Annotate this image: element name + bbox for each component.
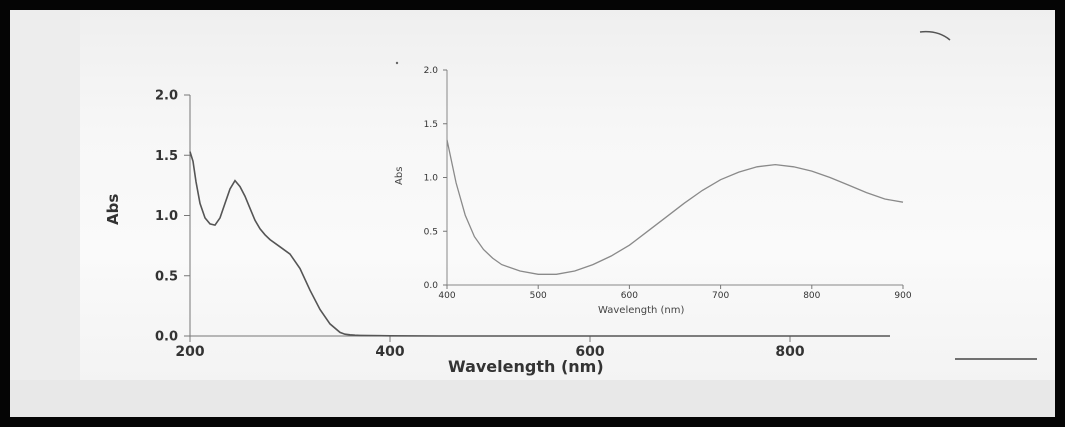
inset-y-tick-label: 2.0 — [424, 66, 439, 76]
main-x-tick-label: 400 — [375, 344, 404, 360]
main-y-tick-label: 1.0 — [155, 209, 178, 224]
inset-y-tick-label: 0.5 — [424, 227, 438, 237]
inset-y-tick-label: 1.0 — [424, 174, 439, 184]
main-y-axis-label: Abs — [104, 194, 122, 225]
main-x-tick-label: 200 — [175, 344, 204, 360]
inset-series-line — [446, 139, 904, 275]
figure-canvas: 0.0 0.5 1.0 1.5 2.0 200 400 600 800 Abs Wavelen… — [10, 10, 1055, 417]
inset-x-tick-label: 600 — [621, 291, 638, 301]
inset-chart: 0.0 0.5 1.0 1.5 2.0 400 500 600 700 800 900 Abs W… — [394, 61, 912, 316]
inset-y-tick-label: 0.0 — [424, 281, 439, 291]
main-series-line — [189, 151, 890, 337]
inset-x-axis-label: Wavelength (nm) — [598, 305, 684, 316]
bottom-shadow — [10, 380, 1055, 417]
main-chart: 0.0 0.5 1.0 1.5 2.0 200 400 600 800 Abs Wavelen… — [104, 89, 890, 376]
main-y-ticks: 0.0 0.5 1.0 1.5 2.0 — [155, 89, 190, 345]
main-x-axis-label: Wavelength (nm) — [448, 357, 604, 376]
inset-x-tick-label: 500 — [530, 291, 547, 301]
inset-y-tick-label: 1.5 — [424, 120, 438, 130]
scan-mark-top — [919, 30, 951, 41]
main-x-tick-label: 800 — [775, 344, 804, 360]
main-y-tick-label: 2.0 — [155, 89, 178, 104]
main-y-tick-label: 0.0 — [155, 330, 178, 345]
main-x-tick-label: 600 — [575, 344, 604, 360]
inset-x-tick-label: 800 — [803, 291, 820, 301]
main-y-tick-label: 1.5 — [155, 149, 178, 164]
inset-x-tick-label: 400 — [438, 291, 455, 301]
main-x-ticks: 200 400 600 800 — [175, 336, 805, 360]
inset-x-tick-label: 700 — [712, 291, 729, 301]
inset-y-ticks: 0.0 0.5 1.0 1.5 2.0 — [424, 66, 447, 291]
inset-x-tick-label: 900 — [894, 291, 911, 301]
inset-corner-dot — [395, 61, 399, 65]
main-y-tick-label: 0.5 — [155, 269, 178, 284]
left-shadow — [10, 10, 80, 380]
inset-y-axis-label: Abs — [394, 167, 405, 185]
inset-x-ticks: 400 500 600 700 800 900 — [438, 285, 912, 301]
